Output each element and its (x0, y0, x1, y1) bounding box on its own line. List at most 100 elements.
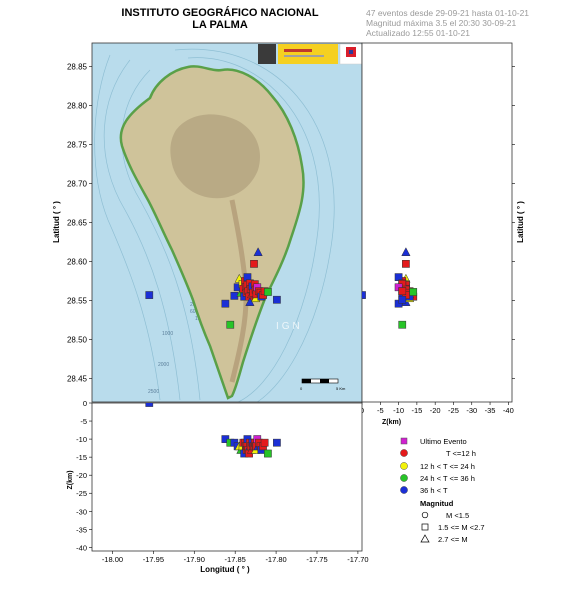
map-event-0 (145, 291, 154, 299)
ign-logo (258, 43, 363, 65)
map-events (145, 247, 281, 329)
bathymetry-contours (94, 48, 335, 402)
east-xtick-label-7: -35 (485, 406, 496, 415)
map-event-23 (250, 260, 258, 268)
legend-label-24-36h: 24 h < T <= 36 h (420, 474, 475, 483)
east-xtick-label-6: -30 (466, 406, 477, 415)
event-count-text: 47 eventos desde 29-09-21 hasta 01-10-21 (366, 8, 530, 18)
map-ytick-label-4: 28.65 (67, 219, 88, 228)
south-ytick-label-2: -10 (76, 435, 87, 444)
south-longitude-axis: -18.00 -17.95 -17.90 -17.85 -17.80 -17.75 -17.… (102, 551, 369, 564)
legend-marker-24-36h (400, 474, 408, 482)
map-panel: 200 600 1000 1500 2000 2500 IGN 0 5 Km (91, 42, 363, 403)
east-event-29 (401, 247, 411, 257)
east-xtick-label-1: -5 (377, 406, 384, 415)
east-depth-panel (361, 42, 513, 403)
east-event-36 (398, 295, 407, 304)
legend-item-mag-medium: 1.5 <= M <2.7 (421, 523, 485, 532)
legend-item-36h: 36 h < T (400, 486, 448, 495)
south-event-35 (264, 449, 272, 458)
legend-label-12h: T <=12 h (446, 449, 476, 458)
map-ytick-label-3: 28.60 (67, 258, 88, 267)
east-xtick-label-2: -10 (393, 406, 404, 415)
east-panel-frame (361, 42, 513, 403)
south-xtick-label-6: -17.70 (347, 555, 368, 564)
south-xtick-label-3: -17.85 (225, 555, 246, 564)
legend-item-12-24h: 12 h < T <= 24 h (400, 462, 475, 471)
legend-item-last-event: Ultimo Evento (400, 437, 467, 446)
south-ytick-label-5: -25 (76, 489, 87, 498)
east-xtick-label-4: -20 (430, 406, 441, 415)
east-xtick-label-5: -25 (448, 406, 459, 415)
south-events (145, 403, 281, 458)
south-event-34 (260, 438, 269, 447)
max-magnitude-text: Magnitud máxima 3.5 el 20:30 30-09-21 (366, 18, 517, 28)
legend-marker-last-event (400, 437, 408, 445)
legend-marker-12-24h (400, 462, 408, 470)
south-xtick-label-0: -18.00 (102, 555, 123, 564)
south-ytick-label-6: -30 (76, 507, 87, 516)
south-xtick-label-1: -17.95 (143, 555, 164, 564)
legend-label-36h: 36 h < T (420, 486, 448, 495)
south-event-0 (145, 403, 154, 407)
legend-label-mag-large: 2.7 <= M (438, 535, 468, 544)
east-y-axis-label: Latitud ( ° ) (516, 201, 525, 243)
legend-magnitude-title: Magnitud (420, 499, 454, 508)
east-depth-axis: 0-5-10-15-20-25-30-35-40 (360, 402, 514, 415)
depth-label-1000: 1000 (162, 331, 173, 337)
map-ytick-label-5: 28.70 (67, 179, 88, 188)
legend-marker-mag-medium (421, 523, 429, 531)
map-y-axis-label: Latitud ( ° ) (52, 201, 61, 243)
map-latitude-axis: 28.45 28.50 28.55 28.60 28.65 28.70 28.75 28.80… (67, 62, 92, 384)
legend-label-last-event: Ultimo Evento (420, 437, 467, 446)
map-event-1 (221, 299, 230, 308)
scale-bar: 0 5 Km (300, 378, 346, 391)
map-event-2 (226, 320, 235, 329)
south-ytick-label-3: -15 (76, 453, 87, 462)
east-x-axis-label: Z(km) (382, 419, 401, 426)
south-xtick-label-5: -17.75 (306, 555, 327, 564)
depth-label-600: 600 (190, 309, 199, 315)
chart-title: INSTITUTO GEOGRÁFICO NACIONAL (121, 7, 319, 19)
map-event-35 (264, 288, 272, 296)
south-depth-panel (91, 402, 363, 552)
scale-label-5: 5 Km (336, 386, 346, 391)
legend-marker-12h (400, 449, 408, 457)
legend-item-12h: T <=12 h (400, 449, 476, 458)
legend-marker-mag-large (420, 534, 430, 543)
legend: Ultimo Evento T <=12 h 12 h < T <= 24 h … (400, 437, 485, 544)
east-event-23 (402, 260, 410, 268)
south-y-axis-label: Z(km) (67, 470, 74, 489)
legend-item-24-36h: 24 h < T <= 36 h (400, 474, 475, 483)
ign-watermark: IGN (276, 321, 303, 332)
legend-label-12-24h: 12 h < T <= 24 h (420, 462, 475, 471)
scale-label-0: 0 (300, 386, 303, 391)
legend-item-mag-small: M <1.5 (421, 511, 469, 520)
east-event-35 (409, 288, 418, 296)
south-xtick-label-4: -17.80 (265, 555, 286, 564)
east-xtick-label-3: -15 (411, 406, 422, 415)
map-ytick-label-7: 28.80 (67, 101, 88, 110)
east-events (362, 247, 418, 329)
map-ytick-label-2: 28.55 (67, 297, 88, 306)
south-ytick-label-4: -20 (76, 471, 87, 480)
map-ytick-label-0: 28.45 (67, 375, 88, 384)
chart-subtitle: LA PALMA (192, 19, 248, 31)
legend-marker-mag-small (421, 511, 429, 519)
south-x-axis-label: Longitud ( ° ) (200, 565, 250, 574)
map-ytick-label-6: 28.75 (67, 140, 88, 149)
east-event-0 (362, 291, 366, 299)
east-event-34 (398, 287, 407, 296)
south-depth-axis: 0 -5 -10 -15 -20 -25 -30 -35 -40 (76, 399, 92, 552)
map-event-36 (273, 295, 281, 304)
legend-label-mag-small: M <1.5 (446, 511, 469, 520)
south-panel-frame (91, 402, 363, 552)
legend-label-mag-medium: 1.5 <= M <2.7 (438, 523, 485, 532)
map-ytick-label-1: 28.50 (67, 336, 88, 345)
depth-label-2000: 2000 (158, 362, 169, 368)
map-ytick-label-8: 28.85 (67, 62, 88, 71)
depth-label-2500: 2500 (148, 389, 159, 395)
south-ytick-label-8: -40 (76, 543, 87, 552)
caldera-shading (170, 114, 260, 199)
